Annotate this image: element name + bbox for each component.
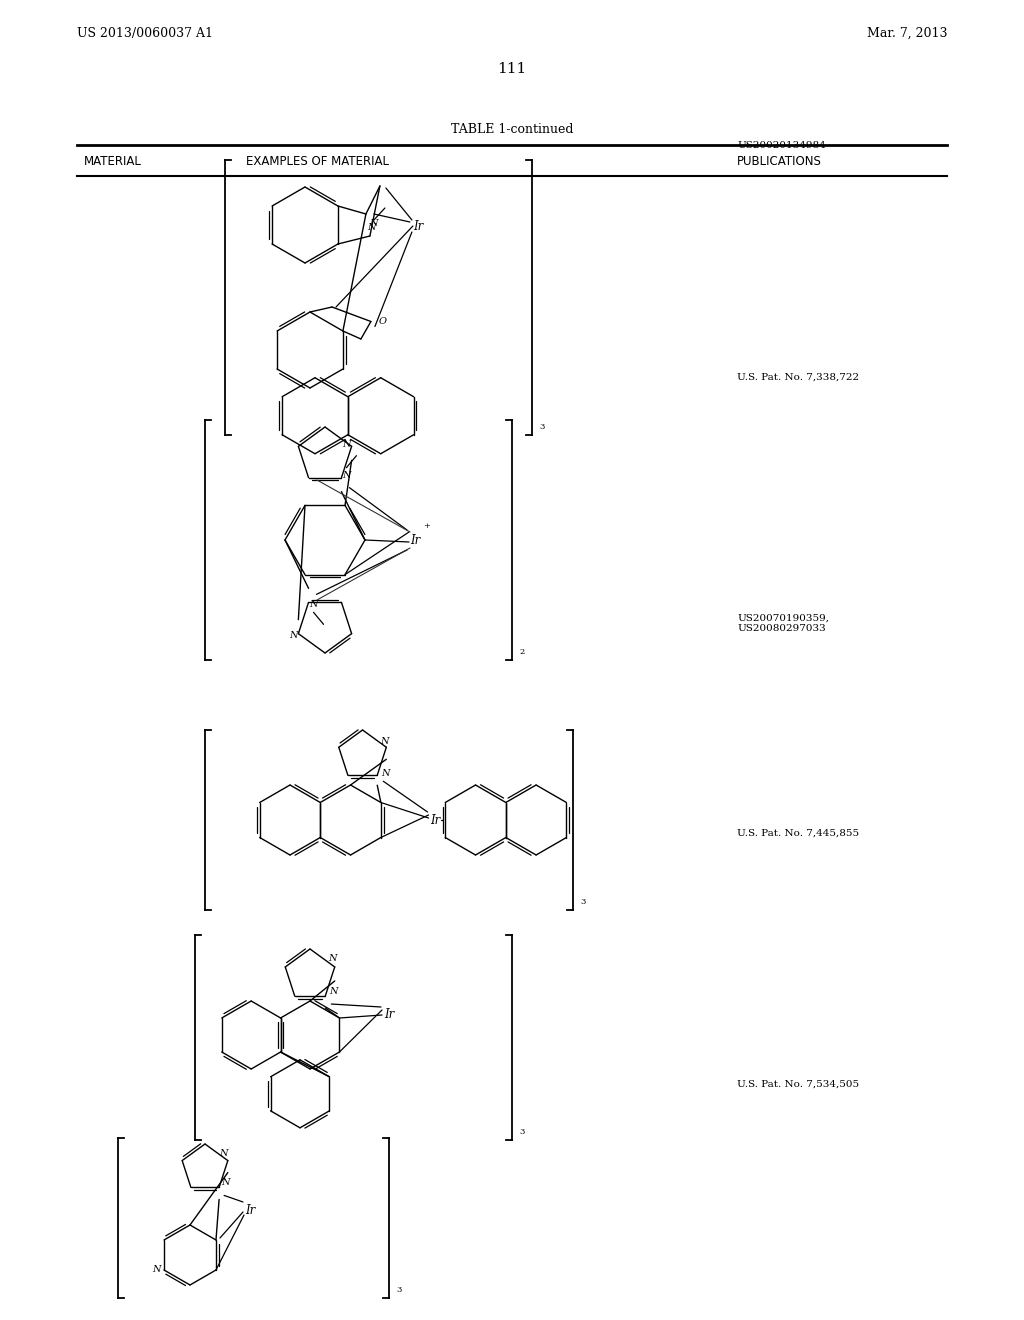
Text: 3: 3	[581, 898, 586, 906]
Text: Mar. 7, 2013: Mar. 7, 2013	[866, 26, 947, 40]
Text: US 2013/0060037 A1: US 2013/0060037 A1	[77, 26, 213, 40]
Text: N: N	[381, 768, 389, 777]
Text: N: N	[329, 954, 337, 964]
Text: 3: 3	[540, 422, 545, 432]
Text: MATERIAL: MATERIAL	[84, 154, 142, 168]
Text: N: N	[380, 737, 388, 746]
Text: N: N	[289, 631, 298, 640]
Text: 3: 3	[396, 1286, 401, 1294]
Text: N: N	[221, 1177, 229, 1187]
Text: EXAMPLES OF MATERIAL: EXAMPLES OF MATERIAL	[246, 154, 389, 168]
Text: N: N	[329, 986, 338, 995]
Text: +: +	[424, 521, 430, 531]
Text: U.S. Pat. No. 7,534,505: U.S. Pat. No. 7,534,505	[737, 1080, 859, 1089]
Text: Ir: Ir	[245, 1204, 255, 1217]
Text: O: O	[379, 317, 387, 326]
Text: Ir: Ir	[430, 813, 440, 826]
Text: N: N	[342, 471, 350, 480]
Text: N: N	[342, 440, 351, 449]
Text: Ir: Ir	[410, 533, 420, 546]
Text: US20070190359,
US20080297033: US20070190359, US20080297033	[737, 614, 829, 634]
Text: N: N	[219, 1150, 228, 1158]
Text: 2: 2	[519, 648, 524, 656]
Text: N: N	[309, 599, 317, 609]
Text: PUBLICATIONS: PUBLICATIONS	[737, 154, 822, 168]
Text: 3: 3	[519, 1129, 524, 1137]
Text: N: N	[368, 223, 376, 231]
Text: N: N	[152, 1266, 161, 1275]
Text: U.S. Pat. No. 7,445,855: U.S. Pat. No. 7,445,855	[737, 829, 859, 838]
Text: 111: 111	[498, 62, 526, 75]
Text: TABLE 1-continued: TABLE 1-continued	[451, 123, 573, 136]
Text: Ir: Ir	[413, 219, 423, 232]
Text: N: N	[370, 219, 378, 228]
Text: US20020134984: US20020134984	[737, 141, 826, 150]
Text: U.S. Pat. No. 7,338,722: U.S. Pat. No. 7,338,722	[737, 372, 859, 381]
Text: Ir: Ir	[384, 1008, 394, 1022]
